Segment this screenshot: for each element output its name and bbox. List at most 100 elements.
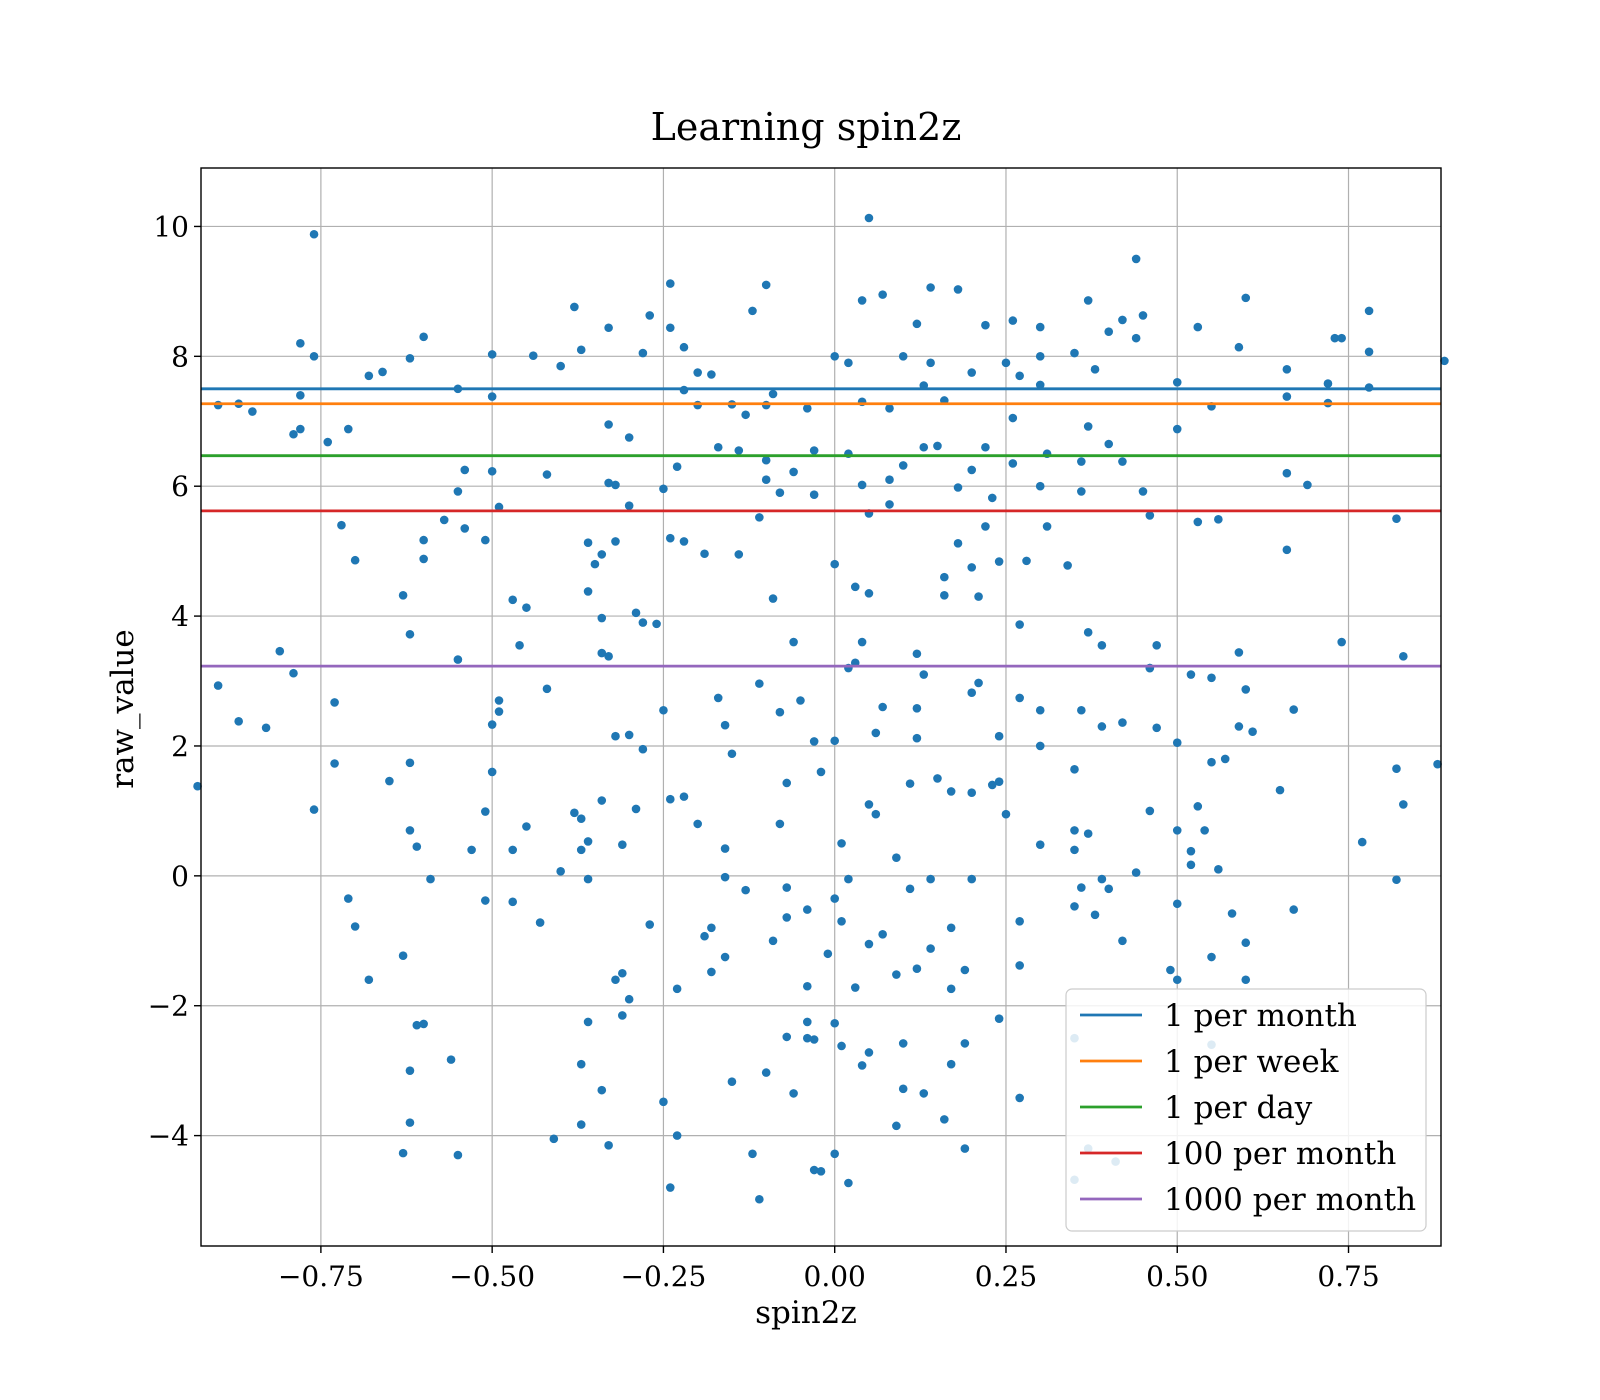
data-point — [419, 554, 428, 564]
data-point — [1097, 722, 1107, 731]
data-point — [809, 490, 819, 499]
data-point — [576, 814, 586, 823]
y-tick-label: 4 — [171, 600, 189, 633]
data-point — [1035, 481, 1045, 491]
data-point — [570, 808, 579, 818]
data-point — [583, 837, 593, 846]
data-point — [1118, 718, 1127, 727]
data-point — [864, 1048, 874, 1057]
x-tick-label: 0.00 — [804, 1260, 866, 1293]
data-point — [487, 392, 497, 401]
data-point — [570, 302, 579, 312]
data-point — [775, 488, 785, 497]
data-point — [1138, 311, 1148, 320]
data-point — [940, 572, 949, 582]
data-point — [261, 723, 271, 733]
data-point — [398, 591, 408, 600]
data-point — [576, 845, 586, 855]
data-point — [892, 970, 901, 979]
y-tick-label: −2 — [148, 990, 189, 1023]
data-point — [1077, 487, 1086, 496]
data-point — [953, 483, 963, 492]
data-point — [946, 1059, 956, 1069]
data-point — [453, 655, 463, 664]
data-point — [1131, 333, 1141, 343]
data-point — [720, 872, 730, 882]
threshold-lines — [201, 387, 1441, 668]
data-point — [768, 389, 778, 399]
data-point — [638, 744, 648, 754]
data-point — [707, 967, 716, 977]
legend-label: 100 per month — [1164, 1136, 1396, 1172]
data-point — [1357, 837, 1367, 847]
data-point — [727, 749, 737, 759]
data-point — [542, 470, 552, 479]
data-point — [734, 446, 744, 455]
data-point — [1337, 333, 1346, 343]
data-point — [296, 339, 305, 348]
data-point — [296, 390, 305, 400]
data-point — [611, 731, 620, 741]
data-point — [1070, 845, 1079, 855]
data-point — [1015, 693, 1024, 703]
data-point — [926, 874, 935, 884]
legend: 1 per month 1 per week 1 per day 100 per mo… — [1065, 988, 1427, 1232]
data-point — [426, 874, 435, 884]
data-point — [809, 446, 819, 455]
chart-title: Learning spin2z — [651, 105, 962, 149]
data-point — [1241, 685, 1251, 694]
data-point — [761, 455, 771, 465]
data-point — [885, 500, 894, 509]
data-point — [864, 213, 874, 223]
data-point — [1015, 1093, 1024, 1103]
data-point — [878, 929, 887, 939]
data-point — [1166, 965, 1175, 975]
data-point — [1131, 254, 1141, 264]
data-point — [809, 1165, 819, 1175]
data-point — [604, 652, 613, 661]
data-point — [946, 923, 956, 933]
data-point — [672, 984, 682, 994]
data-point — [1077, 457, 1086, 466]
data-point — [385, 776, 394, 786]
data-point — [494, 502, 504, 512]
data-point — [1323, 379, 1333, 388]
data-point — [289, 429, 298, 439]
data-point — [583, 874, 593, 884]
data-point — [1008, 316, 1018, 325]
data-point — [1172, 826, 1182, 835]
data-point — [912, 964, 922, 974]
data-point — [967, 688, 977, 698]
data-point — [782, 883, 792, 892]
data-point — [1035, 322, 1045, 332]
plot-frame — [200, 167, 1442, 1247]
data-point — [515, 641, 524, 650]
y-tick-label: 6 — [171, 470, 189, 503]
data-point — [878, 290, 887, 299]
data-point — [1214, 515, 1223, 524]
data-point — [528, 351, 538, 360]
data-point — [994, 731, 1004, 741]
x-tick-label: 0.50 — [1146, 1260, 1208, 1293]
x-tick-label: 0.75 — [1317, 1260, 1379, 1293]
data-point — [871, 728, 881, 738]
data-point — [946, 984, 956, 994]
data-point — [912, 733, 922, 743]
data-point — [720, 720, 730, 730]
data-point — [1234, 722, 1244, 731]
data-point — [1145, 511, 1155, 520]
data-point — [844, 874, 853, 884]
legend-label: 1 per week — [1164, 1044, 1339, 1080]
data-point — [919, 670, 929, 679]
x-tick-label: −0.50 — [449, 1260, 535, 1293]
y-tick-label: 0 — [171, 860, 189, 893]
data-point — [583, 587, 593, 596]
data-point — [487, 350, 497, 359]
data-point — [768, 594, 778, 603]
data-point — [1193, 322, 1203, 332]
data-point — [1035, 840, 1045, 849]
data-point — [343, 424, 353, 434]
data-point — [707, 370, 716, 379]
data-point — [1433, 759, 1442, 769]
data-point — [659, 705, 668, 715]
